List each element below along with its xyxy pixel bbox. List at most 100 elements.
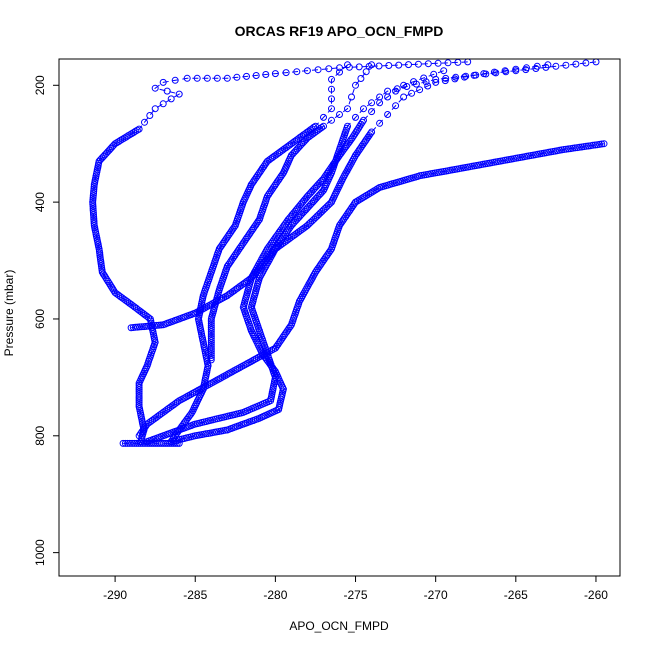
data-point: [163, 87, 171, 95]
data-point: [348, 93, 355, 101]
data-point: [321, 254, 329, 262]
data-point: [220, 238, 228, 246]
data-point: [223, 74, 231, 82]
data-point: [600, 140, 608, 148]
data-point: [328, 116, 335, 124]
data-point: [193, 74, 201, 82]
data-point: [289, 150, 297, 158]
data-point: [320, 113, 327, 121]
data-point: [313, 266, 321, 274]
data-point: [171, 439, 179, 447]
data-point: [384, 111, 392, 118]
data-point: [376, 119, 384, 127]
data-point: [159, 78, 167, 86]
data-point: [255, 170, 263, 178]
data-point: [392, 87, 400, 95]
data-point: [352, 113, 359, 121]
data-point: [405, 61, 412, 69]
data-point: [207, 352, 215, 359]
chart-title: ORCAS RF19 APO_OCN_FMPD: [235, 23, 444, 39]
data-point: [247, 228, 255, 236]
data-point: [262, 71, 270, 78]
data-point: [303, 67, 311, 75]
series-line: [170, 64, 348, 442]
data-point: [480, 70, 488, 78]
data-point: [273, 178, 281, 186]
data-point: [124, 132, 132, 140]
data-point: [451, 75, 459, 83]
data-point: [392, 102, 400, 110]
data-point: [424, 60, 432, 68]
data-point: [262, 159, 270, 167]
data-point: [135, 432, 143, 440]
data-point: [249, 179, 257, 187]
data-point: [325, 65, 333, 73]
data-point: [533, 62, 541, 70]
data-point: [121, 439, 129, 447]
data-point: [167, 95, 175, 103]
data-point: [591, 141, 599, 149]
data-point: [141, 118, 148, 126]
data-point: [416, 86, 424, 94]
y-tick-label: 1000: [33, 539, 47, 566]
data-point: [325, 249, 333, 256]
data-point: [252, 72, 260, 79]
data-point: [270, 366, 278, 374]
data-point: [271, 70, 279, 78]
data-point: [328, 85, 335, 93]
data-point: [293, 68, 301, 76]
data-point: [101, 272, 109, 280]
data-point: [572, 60, 580, 68]
data-point: [285, 324, 293, 332]
data-point: [99, 270, 107, 278]
data-point: [512, 65, 520, 73]
data-point: [328, 95, 335, 103]
data-point: [544, 61, 552, 69]
data-point: [432, 78, 440, 86]
data-point: [265, 191, 273, 198]
data-point: [175, 439, 183, 447]
y-axis: 200 400 600 800 1000: [33, 75, 59, 566]
data-point: [501, 67, 509, 75]
data-point: [207, 356, 215, 364]
data-point: [228, 255, 236, 263]
data-point: [89, 194, 97, 202]
data-point: [266, 189, 274, 197]
data-point: [213, 74, 221, 82]
data-point: [502, 68, 510, 76]
data-point: [376, 99, 384, 107]
data-point: [127, 324, 135, 332]
data-point: [318, 259, 326, 267]
series-line: [138, 143, 605, 437]
data-point: [129, 324, 137, 331]
data-point: [328, 105, 335, 113]
data-point: [366, 130, 374, 138]
data-point: [270, 183, 277, 191]
data-point: [368, 61, 376, 69]
data-point: [422, 78, 430, 86]
data-point: [119, 439, 127, 447]
data-point: [368, 99, 376, 107]
x-tick-label: -270: [424, 588, 448, 602]
data-point: [375, 62, 383, 70]
data-point: [582, 142, 590, 150]
data-point: [490, 68, 498, 76]
data-point: [462, 72, 470, 80]
data-point: [243, 234, 251, 242]
y-tick-label: 600: [33, 309, 47, 329]
data-point: [314, 265, 322, 273]
data-point: [250, 223, 258, 231]
data-point: [366, 189, 374, 197]
data-point: [90, 189, 97, 197]
data-point: [562, 61, 570, 69]
data-point: [97, 156, 104, 164]
data-point: [203, 74, 211, 82]
data-point: [355, 196, 363, 204]
data-point: [326, 166, 334, 174]
data-point: [385, 62, 393, 69]
data-point: [236, 244, 244, 252]
chart-marks: [89, 58, 608, 447]
data-point: [470, 71, 478, 79]
data-point: [120, 134, 128, 142]
data-point: [523, 64, 530, 72]
